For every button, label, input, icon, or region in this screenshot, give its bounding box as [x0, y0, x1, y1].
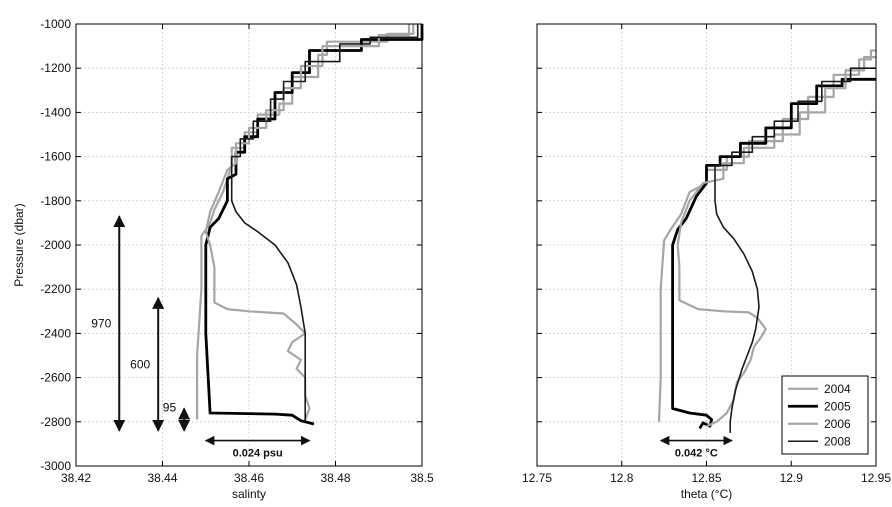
y-tick-label: -3000: [40, 459, 71, 473]
x-tick-label: 12.9: [780, 471, 804, 485]
y-tick-label: -2200: [40, 282, 71, 296]
legend-label: 2004: [824, 382, 851, 396]
x-tick-label: 38.44: [147, 471, 177, 485]
x-tick-label: 38.5: [410, 471, 434, 485]
y-tick-label: -2800: [40, 415, 71, 429]
x-tick-label: 38.48: [320, 471, 350, 485]
y-tick-label: -1800: [40, 194, 71, 208]
x-tick-label: 38.42: [61, 471, 91, 485]
x-tick-label: 12.95: [861, 471, 891, 485]
range-label: 0.042 °C: [675, 448, 718, 460]
series-line-2008: [714, 67, 876, 433]
y-tick-label: -1600: [40, 150, 71, 164]
series-line-2005: [671, 77, 876, 430]
range-label: 600: [130, 357, 150, 371]
y-tick-label: -2600: [40, 371, 71, 385]
series-line-2008: [230, 24, 419, 422]
x-tick-label: 12.85: [691, 471, 721, 485]
series-line-2005: [204, 24, 424, 426]
x-axis-label: salinty: [232, 487, 266, 501]
range-label: 970: [91, 316, 111, 330]
series-line-2006: [676, 56, 876, 428]
chart-panel-1: 38.42 38.44 38.46 38.48 38.5 -1000 -1200 -1400 -…: [12, 17, 434, 501]
x-tick-label: 12.8: [610, 471, 634, 485]
y-tick-label: -1200: [40, 61, 71, 75]
legend: 2004 2005 2006 2008: [781, 375, 869, 455]
y-tick-label: -2400: [40, 326, 71, 340]
series-line-2004: [657, 49, 876, 422]
range-label: 95: [163, 401, 177, 415]
y-tick-label: -1400: [40, 105, 71, 119]
y-axis-label: Pressure (dbar): [12, 203, 26, 286]
x-tick-label: 38.46: [234, 471, 264, 485]
legend-label: 2006: [824, 417, 851, 431]
x-axis-label: theta (°C): [681, 487, 732, 501]
y-tick-label: -1000: [40, 17, 71, 31]
x-tick-label: 12.75: [522, 471, 552, 485]
y-tick-label: -2000: [40, 238, 71, 252]
chart-panel-2: 12.75 12.8 12.85 12.9 12.95 theta (°C) 0.042 °…: [522, 23, 891, 501]
legend-label: 2008: [824, 434, 851, 448]
legend-label: 2005: [824, 399, 851, 413]
range-label: 0.024 psu: [233, 448, 283, 460]
series-line-2006: [204, 24, 411, 420]
